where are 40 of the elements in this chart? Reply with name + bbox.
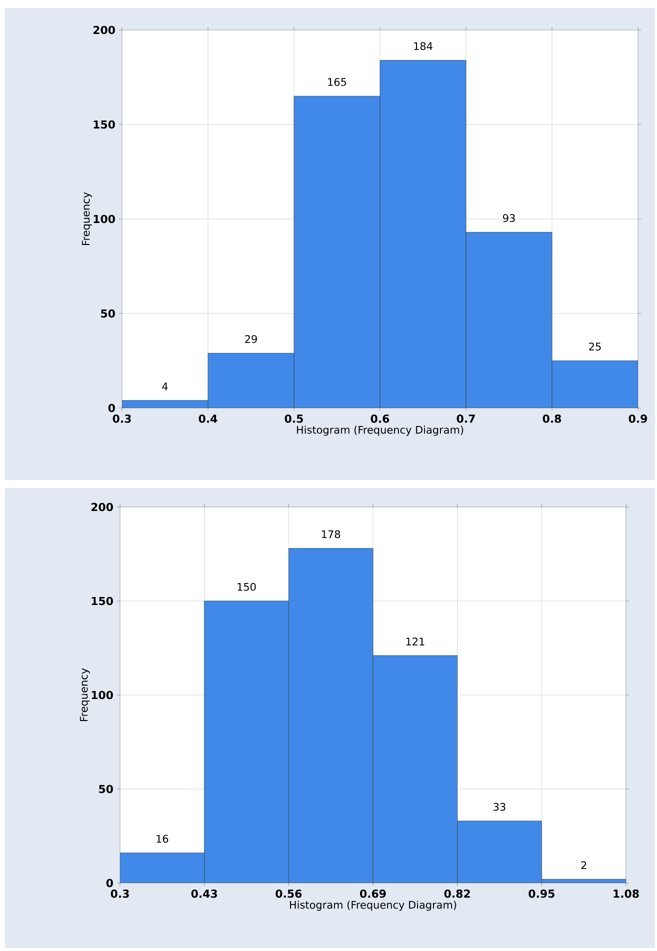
- data-label: 29: [245, 335, 257, 343]
- y-tick-label: 50: [99, 784, 113, 794]
- data-label: 25: [589, 342, 601, 351]
- y-axis-title: Frequency: [82, 192, 92, 245]
- data-label: 33: [494, 802, 506, 811]
- x-tick-label: 0.3: [112, 414, 131, 423]
- y-tick-label: 50: [101, 309, 115, 318]
- y-tick-label: 0: [108, 404, 115, 412]
- x-axis-title: Histogram (Frequency Diagram): [297, 426, 464, 436]
- y-tick-label: 150: [94, 120, 115, 129]
- data-label: 178: [322, 530, 340, 538]
- y-axis-title: Frequency: [80, 668, 90, 721]
- x-tick-label: 0.4: [198, 414, 218, 423]
- y-tick-label: 0: [106, 878, 113, 888]
- y-tick-label: 150: [92, 596, 113, 606]
- x-tick-label: 0.3: [110, 890, 129, 898]
- data-label: 184: [414, 42, 432, 50]
- x-tick-label: 0.56: [276, 890, 302, 898]
- data-label: 165: [328, 78, 346, 86]
- data-label: 93: [503, 214, 515, 222]
- x-tick-label: 0.5: [284, 414, 303, 423]
- data-label: 4: [162, 382, 168, 390]
- x-tick-label: 0.6: [370, 414, 390, 423]
- y-tick-label: 100: [92, 690, 113, 700]
- x-tick-label: 0.8: [542, 414, 562, 423]
- x-tick-label: 0.95: [528, 890, 554, 898]
- x-tick-label: 0.7: [456, 414, 475, 423]
- x-tick-label: 0.82: [444, 890, 470, 898]
- x-tick-label: 0.43: [191, 890, 217, 898]
- x-tick-label: 0.69: [360, 890, 386, 898]
- y-tick-label: 200: [93, 26, 115, 34]
- x-tick-label: 0.9: [628, 414, 648, 423]
- data-label: 16: [156, 834, 168, 843]
- data-label: 2: [581, 861, 586, 870]
- y-tick-label: 100: [94, 214, 115, 224]
- x-tick-label: 1.08: [614, 890, 639, 898]
- x-axis-title: Histogram (Frequency Diagram): [290, 900, 456, 911]
- y-tick-label: 200: [91, 502, 113, 512]
- data-label: 121: [406, 638, 424, 646]
- data-label: 150: [238, 582, 256, 591]
